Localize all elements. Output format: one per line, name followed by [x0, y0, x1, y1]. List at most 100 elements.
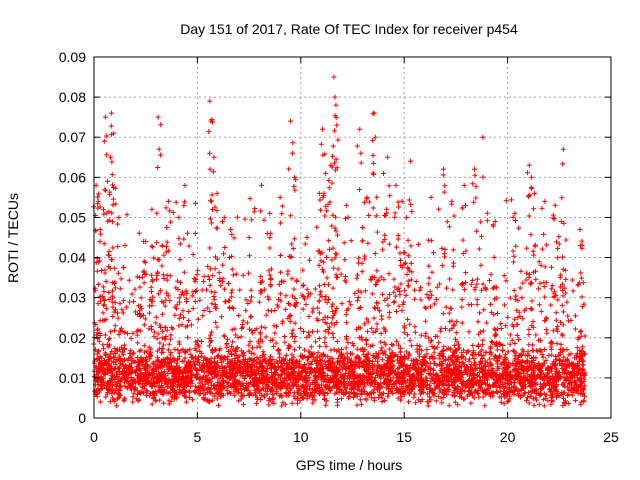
- data-point: [572, 326, 578, 332]
- data-point: [176, 341, 182, 347]
- data-point: [409, 209, 415, 214]
- data-point: [293, 303, 299, 309]
- data-point: [186, 243, 192, 249]
- data-point: [201, 391, 207, 397]
- data-point: [318, 352, 324, 358]
- data-point: [539, 246, 545, 252]
- data-point: [118, 276, 124, 282]
- data-point: [268, 275, 274, 281]
- data-point: [380, 247, 386, 253]
- data-point: [551, 216, 557, 222]
- data-point: [568, 317, 574, 323]
- data-point: [374, 229, 380, 235]
- data-point: [330, 334, 336, 340]
- data-point: [149, 401, 155, 407]
- data-point: [352, 291, 358, 297]
- data-point: [319, 266, 325, 272]
- data-point: [560, 322, 566, 328]
- data-point: [391, 299, 397, 305]
- data-point: [317, 343, 323, 349]
- data-point: [334, 338, 340, 344]
- data-point: [470, 343, 476, 349]
- data-point: [292, 320, 298, 326]
- data-point: [188, 322, 194, 328]
- data-point: [95, 194, 101, 200]
- data-point: [323, 402, 329, 408]
- data-point: [102, 332, 108, 338]
- data-point: [137, 284, 143, 290]
- data-point: [322, 335, 328, 341]
- data-point: [264, 230, 270, 236]
- data-point: [438, 325, 444, 331]
- data-point: [366, 199, 372, 205]
- data-point: [104, 133, 110, 139]
- data-point: [523, 375, 529, 381]
- data-point: [302, 347, 308, 353]
- data-point: [431, 380, 437, 386]
- data-point: [557, 274, 563, 280]
- data-point: [214, 190, 220, 196]
- data-point: [487, 392, 493, 398]
- data-point: [338, 271, 344, 277]
- data-point: [374, 321, 380, 327]
- data-point: [157, 397, 163, 403]
- data-point: [164, 327, 170, 333]
- data-point: [385, 302, 391, 308]
- data-point: [329, 153, 335, 159]
- data-point: [166, 248, 172, 254]
- data-point: [291, 286, 297, 292]
- data-point: [541, 403, 547, 409]
- data-point: [372, 250, 378, 256]
- data-point: [476, 369, 482, 375]
- data-point: [159, 346, 165, 352]
- data-point: [450, 287, 456, 293]
- data-point: [497, 384, 503, 390]
- data-point: [290, 150, 296, 156]
- data-point: [418, 285, 424, 291]
- data-point: [464, 393, 470, 399]
- data-point: [164, 239, 170, 245]
- data-point: [524, 245, 530, 251]
- data-point: [105, 252, 111, 258]
- data-point: [222, 356, 228, 362]
- data-point: [494, 367, 500, 373]
- data-point: [321, 282, 327, 288]
- data-point: [321, 351, 327, 357]
- data-point: [181, 203, 187, 209]
- data-point: [230, 339, 236, 345]
- data-point: [182, 355, 188, 361]
- data-point: [346, 299, 352, 305]
- data-point: [322, 213, 328, 219]
- data-point: [484, 210, 490, 216]
- data-point: [315, 328, 321, 334]
- data-point: [558, 320, 564, 326]
- data-point: [577, 329, 583, 335]
- data-point: [102, 187, 108, 193]
- data-point: [429, 344, 435, 350]
- data-point: [110, 219, 116, 225]
- data-point: [531, 402, 537, 408]
- data-point: [473, 228, 479, 234]
- data-point: [294, 277, 300, 283]
- data-point: [214, 324, 220, 330]
- data-point: [286, 166, 292, 172]
- data-point: [316, 310, 322, 316]
- data-point: [535, 286, 541, 292]
- data-point: [292, 187, 298, 193]
- data-point: [386, 314, 392, 320]
- data-point: [217, 277, 223, 283]
- data-point: [478, 262, 484, 268]
- data-point: [101, 346, 107, 352]
- data-point: [257, 344, 263, 350]
- data-point: [574, 345, 580, 351]
- data-point: [100, 342, 106, 348]
- data-point: [386, 183, 392, 189]
- data-point: [540, 354, 546, 360]
- data-point: [533, 276, 539, 282]
- data-point: [205, 264, 211, 270]
- data-point: [446, 310, 452, 316]
- data-point: [168, 219, 174, 225]
- data-point: [316, 335, 322, 341]
- data-point: [101, 211, 107, 217]
- data-point: [181, 269, 187, 275]
